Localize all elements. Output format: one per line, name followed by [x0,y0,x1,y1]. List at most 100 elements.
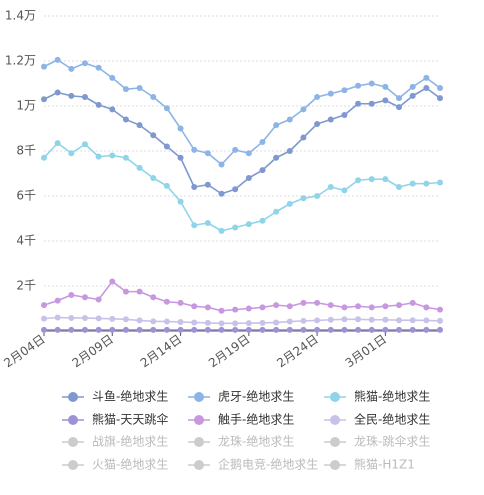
legend-item[interactable]: 虎牙-绝地求生 [188,389,294,404]
data-point [273,154,280,161]
data-point [150,294,157,301]
data-point [232,320,239,327]
data-point [81,141,88,148]
data-point [259,304,266,311]
legend-item[interactable]: 熊猫-天天跳伞 [62,412,168,427]
data-point [409,326,416,333]
data-point [314,317,321,324]
data-point [41,326,47,333]
x-tick-label: 2月24日 [274,332,320,370]
legend-item[interactable]: 熊猫-H1Z1 [324,457,415,472]
x-tick-label: 2月09日 [70,332,116,370]
data-point [218,190,225,197]
data-point [355,100,362,107]
y-tick-label: 6千 [16,189,36,203]
x-tick-label: 2月04日 [1,332,47,370]
data-point [232,224,239,231]
legend-item[interactable]: 斗鱼-绝地求生 [62,389,168,404]
data-point [341,87,348,94]
data-point [382,176,389,183]
data-point [300,299,307,306]
data-point [396,317,403,324]
data-point [437,85,443,91]
legend-swatch [194,415,204,425]
legend-label: 企鹅电竞-绝地求生 [218,457,318,472]
series-4 [41,326,443,333]
data-point [314,299,321,306]
y-tick-label: 2千 [16,279,36,293]
data-point [232,306,239,313]
data-point [355,303,362,310]
legend-item[interactable]: 全民-绝地求生 [324,412,430,427]
data-point [382,303,389,310]
data-point [355,82,362,89]
data-point [150,175,157,181]
data-point [68,314,75,321]
data-point [109,278,116,285]
legend-item[interactable]: 触手-绝地求生 [188,412,294,427]
data-point [150,132,157,139]
data-point [245,320,252,327]
data-point [81,60,88,67]
legend-item[interactable]: 龙珠-绝地求生 [188,434,294,449]
data-point [68,292,75,298]
data-point [423,317,430,324]
data-point [122,326,129,333]
data-point [423,326,430,333]
data-point [368,326,375,333]
data-point [245,150,252,157]
legend-item[interactable]: 熊猫-绝地求生 [324,389,430,404]
data-point [177,319,184,325]
legend-swatch [330,392,340,402]
data-point [396,95,403,102]
data-point [218,326,225,333]
series-1 [41,85,443,197]
data-point [396,302,403,309]
data-point [409,92,416,99]
data-point [122,154,129,161]
data-point [54,56,61,63]
data-point [54,89,61,96]
data-point [41,302,47,309]
data-point [122,116,129,123]
legend-item[interactable]: 企鹅电竞-绝地求生 [188,457,318,472]
data-point [163,105,170,112]
data-point [259,139,266,145]
data-point [437,306,443,313]
data-point [232,186,239,193]
data-point [382,326,389,333]
data-point [437,179,443,186]
data-point [286,200,293,207]
data-point [150,94,157,100]
series-5 [41,278,443,314]
data-point [382,316,389,323]
data-point [191,146,198,153]
data-point [191,222,198,229]
legend-item[interactable]: 龙珠-跳伞求生 [324,434,430,449]
legend-swatch [194,460,204,470]
data-point [136,326,143,333]
data-point [273,319,280,326]
series-line [43,59,441,166]
legend-item[interactable]: 火猫-绝地求生 [62,457,168,472]
data-point [68,326,75,333]
data-point [95,315,102,322]
series-2 [41,56,443,168]
grid-lines [44,15,440,287]
data-point [437,317,443,324]
data-point [245,221,252,228]
x-tick-label: 2月19日 [206,332,252,370]
data-point [327,116,334,123]
data-point [41,63,47,70]
data-point [122,316,129,323]
data-point [204,304,211,311]
data-point [273,122,280,129]
data-point [109,152,116,159]
legend-item[interactable]: 战旗-绝地求生 [62,434,168,449]
data-point [423,180,430,187]
data-point [109,315,116,322]
data-point [341,316,348,323]
data-point [54,326,61,333]
data-point [204,319,211,326]
